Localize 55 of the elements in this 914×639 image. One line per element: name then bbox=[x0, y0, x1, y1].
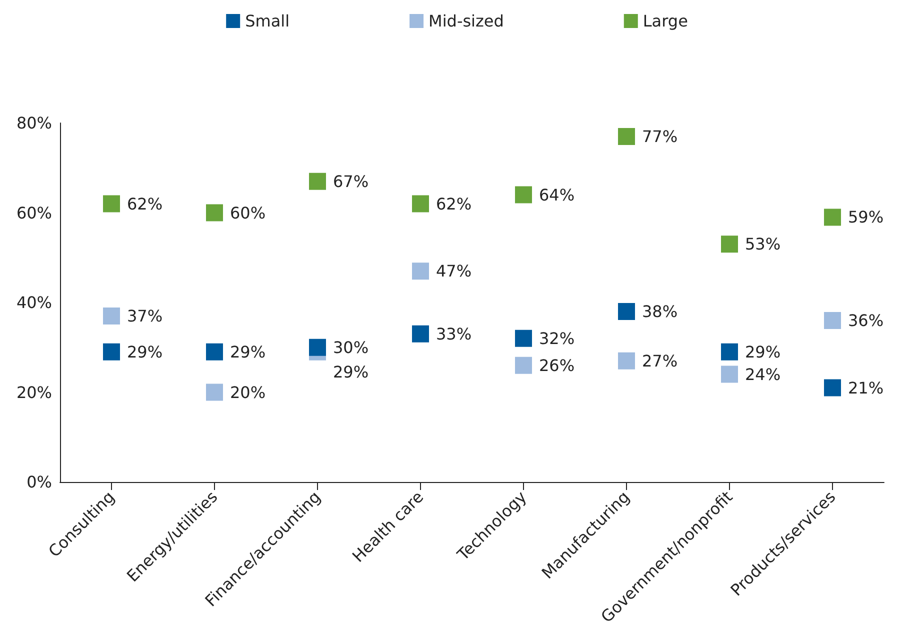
data-label: 29% bbox=[745, 342, 781, 362]
point bbox=[103, 195, 120, 212]
point bbox=[824, 379, 841, 396]
point bbox=[515, 356, 532, 374]
data-label: 38% bbox=[642, 302, 678, 321]
point bbox=[515, 330, 532, 347]
y-tick-label: 40% bbox=[16, 293, 52, 312]
legend-label: Small bbox=[245, 12, 290, 30]
legend-label: Mid-sized bbox=[428, 12, 504, 30]
point bbox=[309, 338, 326, 356]
point bbox=[412, 195, 429, 212]
data-label: 60% bbox=[230, 203, 266, 222]
data-label: 20% bbox=[230, 382, 266, 402]
point bbox=[721, 343, 738, 360]
data-label: 33% bbox=[436, 324, 472, 344]
point bbox=[618, 128, 635, 145]
point bbox=[618, 352, 635, 370]
y-tick-label: 20% bbox=[16, 382, 52, 402]
data-label: 67% bbox=[333, 172, 369, 191]
point bbox=[412, 262, 429, 280]
data-label: 29% bbox=[127, 342, 163, 362]
y-tick-label: 80% bbox=[16, 114, 52, 132]
point bbox=[515, 186, 532, 204]
data-label: 53% bbox=[745, 234, 781, 254]
data-label: 27% bbox=[642, 351, 678, 370]
legend-label: Large bbox=[642, 12, 688, 30]
point bbox=[103, 307, 120, 324]
point bbox=[412, 325, 429, 342]
point bbox=[618, 302, 635, 320]
data-label: 47% bbox=[436, 262, 472, 281]
point bbox=[206, 343, 223, 360]
point bbox=[824, 208, 841, 226]
data-label: 30% bbox=[333, 338, 369, 357]
data-label: 64% bbox=[539, 185, 575, 204]
point bbox=[206, 204, 223, 222]
point bbox=[721, 366, 738, 383]
point bbox=[309, 172, 326, 190]
data-label: 62% bbox=[436, 194, 472, 214]
data-label: 59% bbox=[848, 208, 884, 227]
data-label: 32% bbox=[539, 328, 575, 348]
data-label: 26% bbox=[539, 356, 575, 375]
y-tick-label: 60% bbox=[16, 203, 52, 222]
data-label: 29% bbox=[230, 342, 266, 362]
data-label: 29% bbox=[333, 362, 369, 382]
y-tick-label: 0% bbox=[26, 472, 52, 492]
data-label: 37% bbox=[127, 306, 163, 326]
point bbox=[824, 312, 841, 329]
data-label: 62% bbox=[127, 194, 163, 214]
point bbox=[206, 384, 223, 401]
data-label: 21% bbox=[848, 378, 884, 398]
data-label: 24% bbox=[745, 364, 781, 384]
point bbox=[721, 236, 738, 253]
data-label: 36% bbox=[848, 310, 884, 330]
point bbox=[103, 343, 120, 360]
data-label: 77% bbox=[642, 126, 678, 146]
